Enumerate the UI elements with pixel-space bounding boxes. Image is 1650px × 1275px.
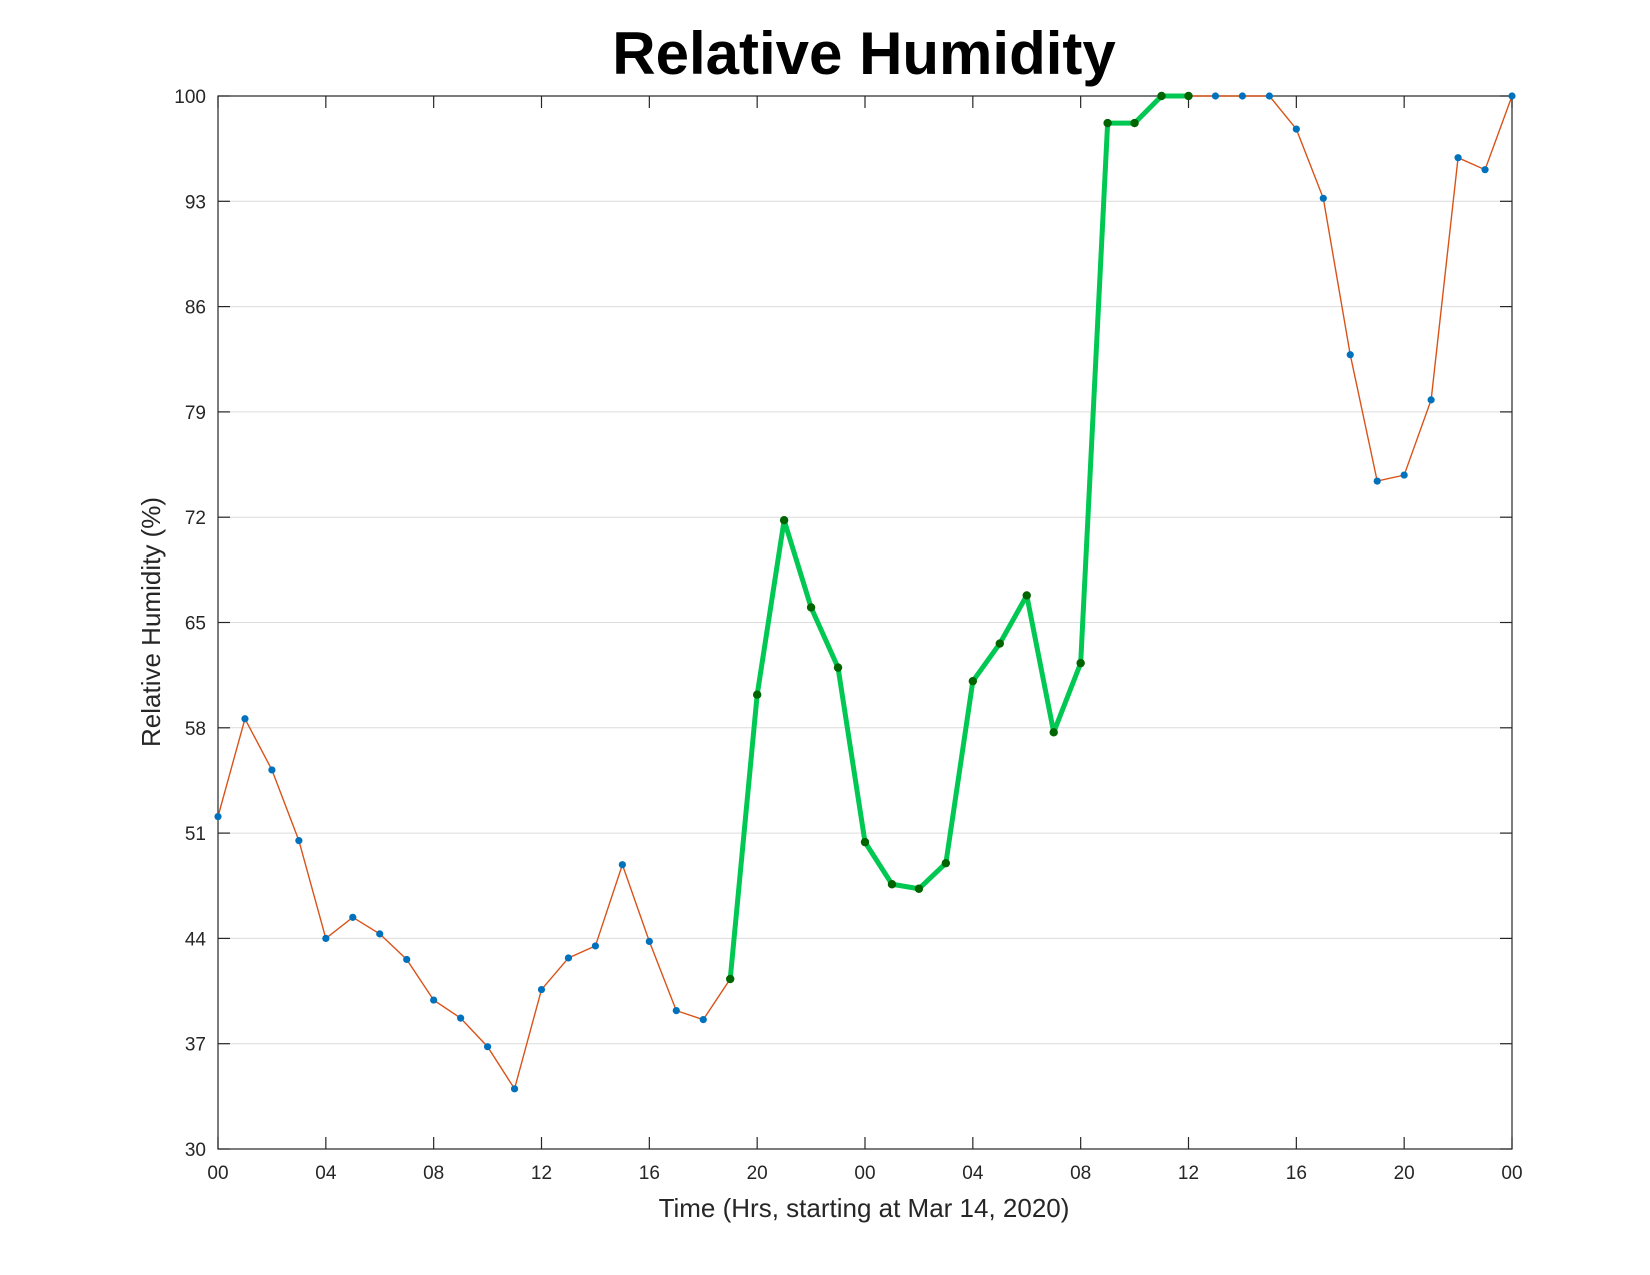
x-tick-label: 08 [423, 1163, 444, 1184]
highlighted-data-point [1076, 658, 1085, 668]
highlighted-data-point [806, 603, 816, 612]
highlighted-data-point [1049, 728, 1058, 737]
highlighted-data-point [914, 884, 924, 893]
highlighted-data-point [752, 690, 762, 699]
y-axis-label: Relative Humidity (%) [136, 497, 166, 747]
data-point [672, 1007, 680, 1015]
x-tick-label: 20 [747, 1163, 768, 1184]
x-tick-labels: 00 04 08 12 16 20 00 04 08 12 16 20 00 [207, 1163, 1522, 1184]
data-point [645, 937, 653, 946]
y-tick-label: 51 [185, 824, 206, 845]
highlighted-data-point [995, 639, 1004, 648]
x-tick-label: 12 [1178, 1163, 1199, 1184]
y-tick-label: 100 [174, 87, 206, 108]
data-point [1292, 125, 1300, 133]
x-tick-label: 00 [1501, 1163, 1522, 1184]
x-tick-label: 00 [207, 1163, 228, 1184]
highlighted-data-point [941, 858, 951, 868]
data-point [376, 930, 384, 938]
data-point [1508, 92, 1516, 100]
highlighted-data-point [1130, 118, 1139, 128]
x-tick-label: 16 [1286, 1163, 1307, 1184]
data-point [1238, 92, 1247, 100]
highlighted-data-point [726, 974, 735, 984]
y-tick-label: 37 [185, 1035, 206, 1056]
y-tick-label: 44 [185, 929, 207, 950]
highlighted-data-point [1103, 118, 1112, 128]
humidity-line [217, 95, 1513, 1091]
y-tick-label: 79 [185, 403, 206, 424]
series-lines [217, 93, 1513, 1091]
data-point [1211, 92, 1220, 100]
y-tick-label: 86 [185, 298, 206, 319]
y-tick-labels: 30 37 44 51 58 65 72 79 86 93 100 [174, 87, 206, 1161]
axis-ticks [217, 95, 1513, 1150]
data-point [295, 837, 303, 845]
highlighted-data-point [1022, 591, 1031, 600]
highlighted-data-point [833, 663, 843, 672]
data-point [1265, 92, 1273, 100]
data-point [1373, 477, 1381, 485]
data-point [483, 1043, 492, 1051]
data-point [1427, 396, 1435, 404]
data-point [537, 985, 546, 994]
data-point [564, 954, 573, 962]
gridlines [218, 200, 1512, 1045]
y-tick-label: 93 [185, 192, 206, 213]
y-tick-label: 65 [185, 614, 206, 635]
data-point [349, 913, 357, 921]
data-point [214, 812, 222, 821]
highlighted-data-point [1184, 91, 1193, 101]
x-tick-label: 04 [315, 1163, 337, 1184]
data-point [699, 1016, 707, 1024]
data-point [457, 1014, 465, 1022]
y-tick-label: 72 [185, 508, 206, 529]
x-tick-label: 00 [854, 1163, 875, 1184]
highlighted-data-point [779, 516, 789, 525]
data-point [430, 996, 438, 1004]
highlighted-data-point [968, 676, 978, 686]
x-tick-label: 20 [1394, 1163, 1415, 1184]
highlighted-data-point [860, 837, 870, 847]
y-tick-label: 58 [185, 719, 206, 740]
x-axis-label: Time (Hrs, starting at Mar 14, 2020) [659, 1193, 1070, 1223]
data-point [510, 1085, 519, 1093]
data-point [268, 766, 276, 774]
data-point [1346, 351, 1354, 359]
data-point [1400, 471, 1408, 479]
x-tick-label: 12 [531, 1163, 552, 1184]
data-point [403, 955, 411, 964]
data-point [322, 934, 330, 943]
data-point [591, 942, 600, 950]
highlighted-data-point [887, 880, 897, 889]
data-point [1319, 194, 1327, 202]
x-tick-label: 08 [1070, 1163, 1091, 1184]
y-tick-label: 30 [185, 1140, 206, 1161]
data-point [1481, 166, 1489, 174]
x-tick-label: 16 [639, 1163, 660, 1184]
data-point [1454, 154, 1462, 162]
series-markers [214, 91, 1516, 1093]
chart-title: Relative Humidity [612, 20, 1116, 87]
data-point [618, 861, 626, 869]
data-point [241, 715, 249, 723]
highlighted-data-point [1157, 91, 1166, 101]
highlighted-humidity-line [727, 93, 1191, 982]
x-tick-label: 04 [962, 1163, 984, 1184]
